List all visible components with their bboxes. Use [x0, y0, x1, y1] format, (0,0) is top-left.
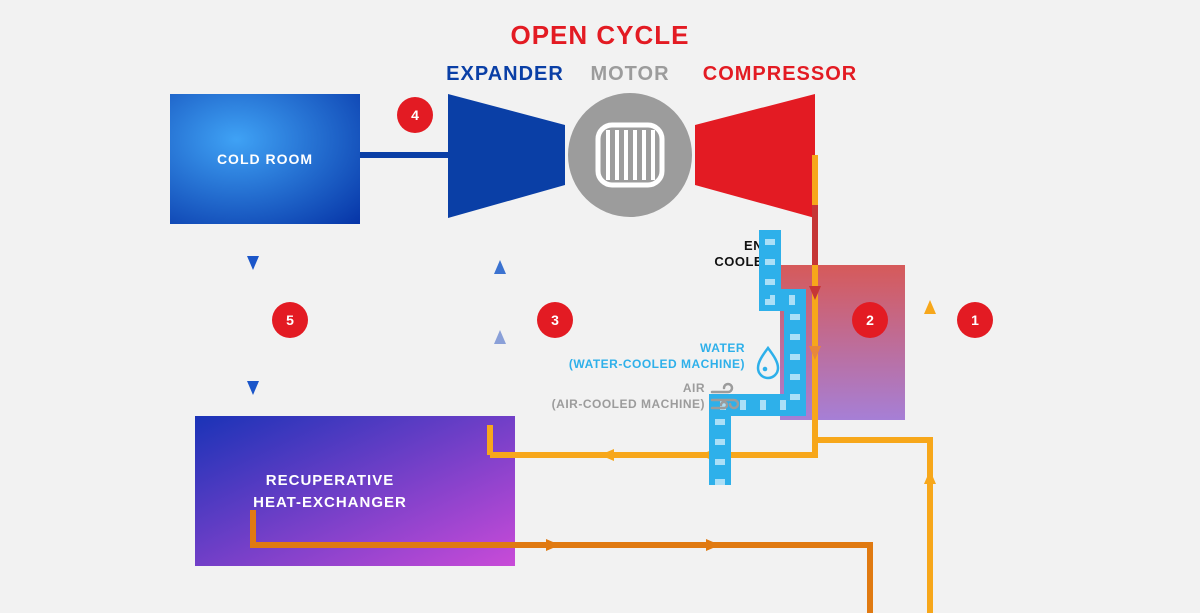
air-label-1: AIR — [683, 381, 705, 395]
air-label-2: (AIR-COOLED MACHINE) — [552, 397, 705, 411]
svg-text:2: 2 — [866, 312, 874, 328]
motor-icon — [568, 93, 692, 217]
expander-shape — [448, 94, 565, 218]
expander-label: EXPANDER — [446, 63, 564, 85]
badge-2: 2 — [852, 302, 888, 338]
svg-text:5: 5 — [286, 312, 294, 328]
water-label-1: WATER — [700, 341, 745, 355]
water-drop-icon — [758, 348, 778, 378]
pipe-2c — [490, 420, 815, 455]
compressor-label: COMPRESSOR — [703, 63, 857, 85]
recuperator-text-2: HEAT-EXCHANGER — [253, 494, 407, 511]
page-title: OPEN CYCLE — [510, 20, 689, 50]
badge-5: 5 — [272, 302, 308, 338]
svg-text:4: 4 — [411, 107, 419, 123]
recuperator-text-1: RECUPERATIVE — [266, 472, 394, 489]
motor-label: MOTOR — [590, 63, 669, 85]
svg-text:1: 1 — [971, 312, 979, 328]
water-label-2: (WATER-COOLED MACHINE) — [569, 357, 745, 371]
compressor-shape — [695, 94, 815, 218]
badge-1: 1 — [957, 302, 993, 338]
svg-text:3: 3 — [551, 312, 559, 328]
badge-4: 4 — [397, 97, 433, 133]
badge-3: 3 — [537, 302, 573, 338]
cold-room-text: COLD ROOM — [217, 151, 313, 167]
pipe-return — [253, 530, 870, 613]
